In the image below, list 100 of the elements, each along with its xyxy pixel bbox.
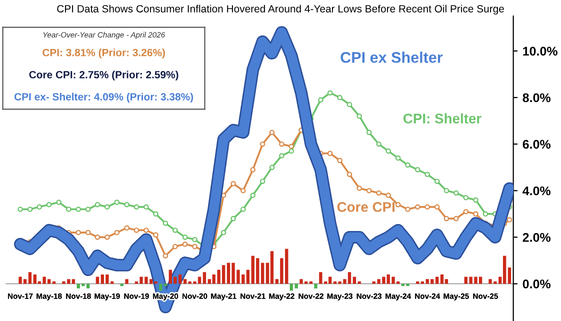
point <box>260 178 266 184</box>
point <box>376 190 382 196</box>
bar <box>416 281 420 284</box>
point <box>434 178 440 184</box>
annotation: Core CPI: 2.75% (Prior: 2.59%) <box>29 70 178 80</box>
point <box>153 232 158 238</box>
chart-title: CPI Data Shows Consumer Inflation Hovered Around 4-Year Lows Before Recent Oil Price Surge <box>57 4 504 15</box>
point <box>85 206 91 212</box>
point <box>473 211 478 217</box>
point <box>414 204 420 210</box>
point <box>104 204 110 210</box>
point <box>192 236 198 242</box>
point <box>230 216 236 222</box>
bar <box>96 276 100 284</box>
point <box>153 211 158 217</box>
y-tick-label: 0.0% <box>522 280 551 288</box>
point <box>356 186 362 191</box>
point <box>46 202 52 208</box>
point <box>346 172 352 177</box>
point <box>240 188 246 194</box>
y-tick-label: 6.0% <box>522 140 551 149</box>
bar <box>202 272 206 284</box>
point <box>318 97 324 102</box>
text: CPI: Shelter <box>403 113 482 124</box>
point <box>56 200 62 205</box>
point <box>288 148 294 154</box>
point <box>424 172 430 177</box>
series-label: Core CPI <box>337 202 394 212</box>
text: CPI ex Shelter <box>340 52 443 63</box>
bar <box>314 284 318 288</box>
point <box>182 234 188 240</box>
y-tick-label: 10.0% <box>523 46 558 56</box>
y-tick-label: 2.0% <box>522 233 551 242</box>
point <box>230 181 236 186</box>
bar <box>352 276 356 284</box>
point <box>366 130 372 136</box>
point <box>395 155 401 161</box>
point <box>36 204 42 210</box>
point <box>172 244 178 250</box>
point <box>144 204 149 210</box>
point <box>104 234 110 240</box>
point <box>356 114 362 119</box>
point <box>250 167 256 172</box>
point <box>134 228 140 233</box>
point <box>279 153 284 158</box>
point <box>454 190 459 196</box>
point <box>269 164 275 170</box>
point <box>288 144 294 150</box>
bar <box>125 279 128 284</box>
point <box>327 150 333 156</box>
point <box>279 141 284 147</box>
point <box>386 148 391 154</box>
bar <box>508 267 512 284</box>
point <box>124 225 130 231</box>
point <box>414 167 420 172</box>
bar <box>420 281 424 284</box>
y-tick-label: 4.0% <box>522 186 551 196</box>
point <box>94 202 100 208</box>
point <box>76 230 82 236</box>
point <box>182 242 188 247</box>
point <box>337 94 342 100</box>
point <box>269 130 275 136</box>
point <box>240 206 246 212</box>
point <box>337 158 342 164</box>
bar <box>86 284 90 288</box>
point <box>473 197 478 203</box>
point <box>144 228 149 233</box>
point <box>250 192 256 198</box>
point <box>18 206 23 212</box>
point <box>114 230 120 236</box>
bar <box>260 262 264 284</box>
bar <box>328 276 332 284</box>
point <box>192 244 198 250</box>
point <box>376 141 382 147</box>
bar <box>72 279 76 284</box>
point <box>346 102 352 108</box>
point <box>395 202 401 208</box>
bar <box>246 270 250 284</box>
point <box>27 206 33 212</box>
point <box>386 192 391 198</box>
bar <box>502 256 506 284</box>
point <box>366 188 372 194</box>
point <box>434 204 440 210</box>
bar <box>358 281 361 284</box>
bar <box>440 274 444 284</box>
bar <box>120 284 124 286</box>
annotation: CPI ex- Shelter: 4.09% (Prior: 3.38%) <box>14 92 194 103</box>
point <box>454 216 459 222</box>
point <box>424 204 430 210</box>
point <box>482 211 488 217</box>
point <box>463 208 469 214</box>
bar <box>28 272 32 284</box>
point <box>134 204 140 210</box>
point <box>405 206 410 212</box>
point <box>220 230 226 236</box>
point <box>66 206 72 212</box>
point <box>172 228 178 233</box>
point <box>76 206 82 212</box>
point <box>405 162 410 168</box>
point <box>85 230 91 236</box>
